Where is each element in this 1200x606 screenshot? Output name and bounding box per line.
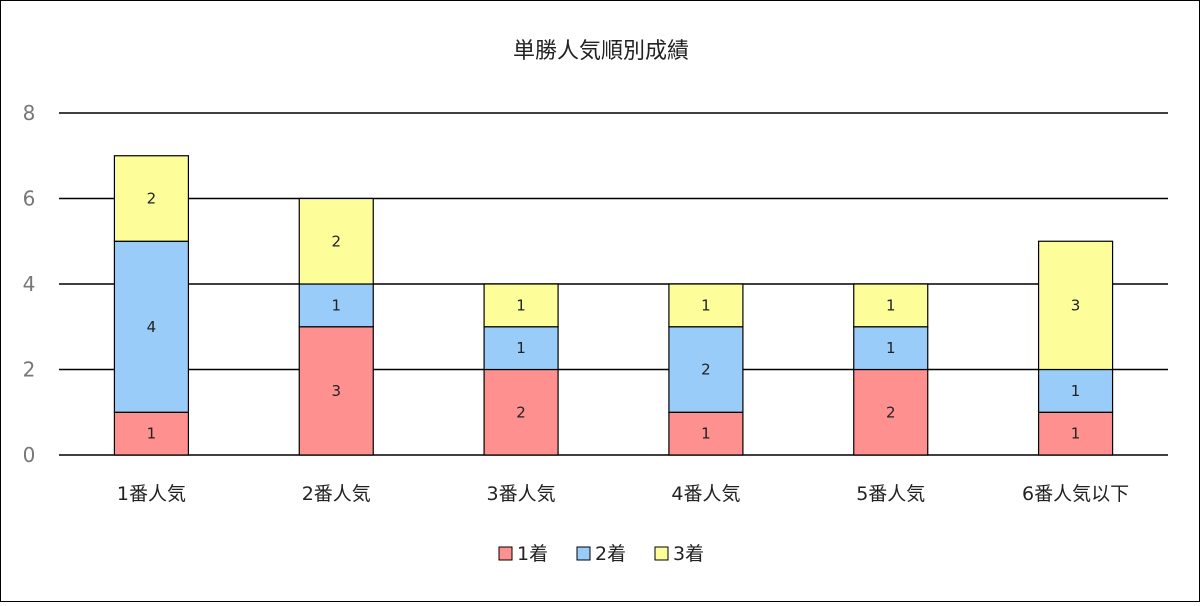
data-label: 2 (147, 190, 157, 208)
bar-segment-3 (668, 283, 744, 328)
bar-segment-1 (853, 368, 929, 456)
bar-segment-3 (853, 283, 929, 328)
data-label: 2 (331, 232, 341, 250)
data-label: 1 (516, 339, 526, 357)
y-tick-label: 6 (23, 187, 36, 211)
y-tick-label: 0 (23, 443, 36, 467)
data-label: 4 (147, 318, 157, 336)
data-label: 1 (701, 296, 711, 314)
bar-segment-1 (1037, 411, 1114, 456)
bar-segment-2 (668, 326, 744, 413)
y-tick-label: 4 (23, 272, 36, 296)
legend-label: 3着 (673, 543, 704, 565)
data-label: 2 (516, 403, 526, 421)
data-label: 1 (701, 425, 711, 443)
x-tick-label: 3番人気 (487, 483, 556, 505)
data-label: 3 (1071, 296, 1081, 314)
data-label: 2 (701, 361, 711, 379)
y-tick-label: 2 (23, 358, 36, 382)
bar-segment-3 (113, 155, 190, 242)
bar-segment-2 (483, 326, 559, 371)
bar-segment-3 (483, 283, 559, 328)
data-label: 1 (147, 425, 157, 443)
bars: 1 4 2 3 1 2 2 1 1 1 2 1 2 1 1 1 1 3 (113, 155, 1114, 456)
bar-segment-1 (483, 368, 559, 456)
x-axis-ticks: 1番人気 2番人気 3番人気 4番人気 5番人気 6番人気以下 (117, 483, 1129, 505)
bar-segment-2 (1037, 368, 1114, 413)
bar-segment-3 (1037, 240, 1114, 371)
bar-segment-2 (853, 326, 929, 371)
legend-swatch (654, 546, 669, 561)
data-label: 1 (1071, 382, 1081, 400)
bar-segment-1 (668, 411, 744, 456)
legend-swatch (498, 546, 513, 561)
data-label: 1 (331, 296, 341, 314)
y-tick-label: 8 (23, 101, 36, 125)
data-label: 1 (886, 339, 896, 357)
x-tick-label: 2番人気 (302, 483, 371, 505)
bar-segment-3 (298, 197, 374, 285)
x-tick-label: 6番人気以下 (1022, 483, 1129, 505)
x-tick-label: 4番人気 (671, 483, 740, 505)
data-label: 3 (331, 382, 341, 400)
data-label: 1 (516, 296, 526, 314)
bar-segment-2 (113, 240, 190, 413)
legend: 1着 2着 3着 (498, 543, 704, 565)
x-tick-label: 1番人気 (117, 483, 186, 505)
x-tick-label: 5番人気 (856, 483, 925, 505)
legend-label: 2着 (595, 543, 626, 565)
legend-label: 1着 (517, 543, 548, 565)
data-label: 1 (1071, 425, 1081, 443)
data-label: 1 (886, 296, 896, 314)
bar-segment-1 (113, 411, 190, 456)
legend-swatch (576, 546, 591, 561)
data-label: 2 (886, 403, 896, 421)
gridlines (59, 112, 1168, 456)
chart-title: 単勝人気順別成績 (513, 39, 689, 64)
y-axis-ticks: 0 2 4 6 8 (23, 101, 36, 467)
